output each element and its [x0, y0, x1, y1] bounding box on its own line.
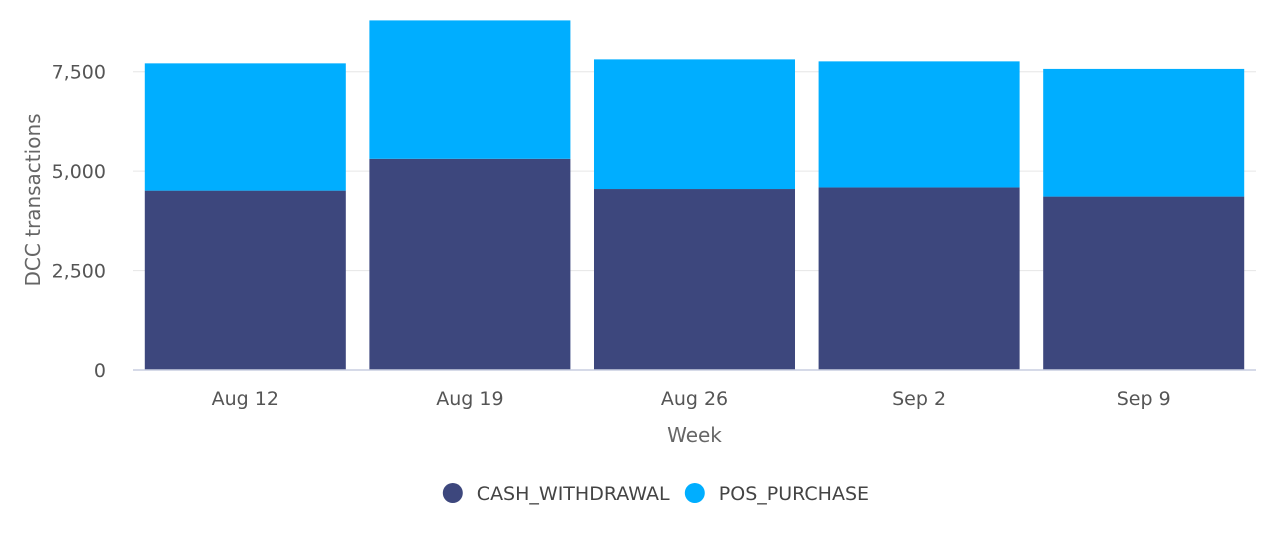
- legend: CASH_WITHDRAWAL POS_PURCHASE: [442, 483, 869, 505]
- x-tick-label: Aug 26: [661, 388, 728, 410]
- x-tick-label: Aug 19: [436, 388, 503, 410]
- bar-pos-purchase-aug-12[interactable]: [144, 63, 346, 191]
- y-tick-label: 2,500: [52, 261, 106, 283]
- y-axis-title: DCC transactions: [21, 113, 45, 286]
- bar-cash-withdrawal-sep-9[interactable]: [1043, 196, 1245, 370]
- bar-cash-withdrawal-aug-19[interactable]: [369, 158, 571, 370]
- x-axis: Aug 12 Aug 19 Aug 26 Sep 2 Sep 9: [133, 369, 1256, 410]
- bars: [144, 20, 1245, 370]
- y-axis: 0 2,500 5,000 7,500: [52, 62, 106, 382]
- y-tick-label: 0: [94, 360, 106, 382]
- legend-item-pos-purchase[interactable]: POS_PURCHASE: [684, 483, 869, 505]
- legend-label: POS_PURCHASE: [719, 483, 869, 505]
- y-tick-label: 7,500: [52, 62, 106, 84]
- legend-label: CASH_WITHDRAWAL: [477, 483, 670, 505]
- bar-cash-withdrawal-sep-2[interactable]: [818, 187, 1020, 370]
- bar-pos-purchase-sep-2[interactable]: [818, 61, 1020, 188]
- x-tick-label: Sep 9: [1117, 388, 1171, 410]
- bar-pos-purchase-sep-9[interactable]: [1043, 68, 1245, 197]
- legend-item-cash-withdrawal[interactable]: CASH_WITHDRAWAL: [442, 483, 670, 505]
- y-tick-label: 5,000: [52, 161, 106, 183]
- bar-cash-withdrawal-aug-12[interactable]: [144, 190, 346, 370]
- x-tick-label: Aug 12: [212, 388, 279, 410]
- bar-pos-purchase-aug-26[interactable]: [593, 59, 796, 190]
- x-axis-title: Week: [667, 423, 722, 447]
- bar-pos-purchase-aug-19[interactable]: [369, 20, 571, 159]
- x-tick-label: Sep 2: [892, 388, 946, 410]
- bar-cash-withdrawal-aug-26[interactable]: [593, 189, 796, 370]
- legend-swatch: [442, 483, 463, 503]
- legend-swatch: [684, 483, 705, 503]
